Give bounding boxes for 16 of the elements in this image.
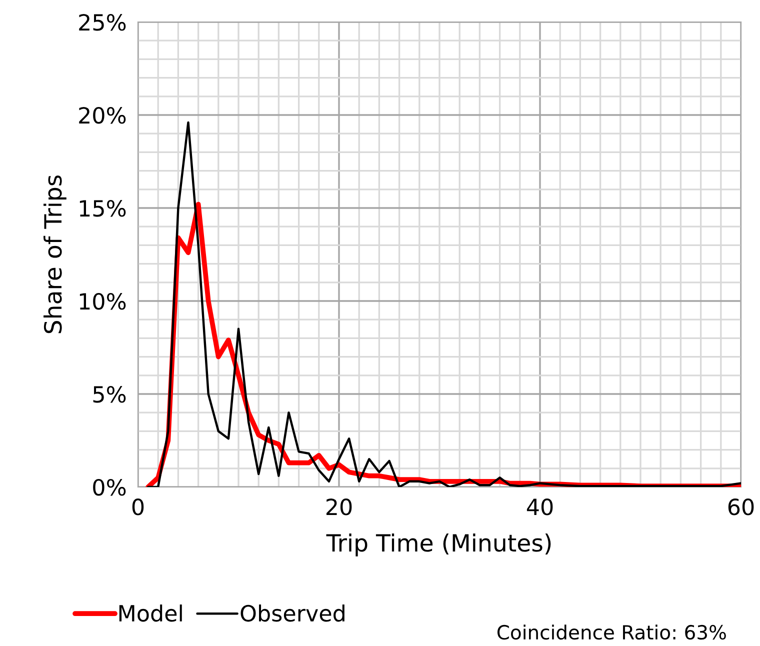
legend-label: Observed <box>240 604 344 622</box>
text: Coincidence Ratio: 63% <box>497 624 726 640</box>
x-tick-label: 40 <box>526 498 553 516</box>
y-tick-label: 0% <box>93 478 126 496</box>
x-tick-label: 60 <box>728 498 754 516</box>
x-tick-label: 20 <box>326 498 352 516</box>
x-axis-title: Trip Time (Minutes) <box>326 534 551 556</box>
y-tick-label: 10% <box>80 292 126 310</box>
y-axis-title: Share of Trips <box>44 175 66 334</box>
x-tick-label: 0 <box>132 498 144 516</box>
y-tick-label: 5% <box>93 386 126 403</box>
legend-label: Model <box>119 604 182 622</box>
y-tick-label: 15% <box>80 200 126 217</box>
y-tick-label: 25% <box>79 14 126 31</box>
y-tick-label: 20% <box>79 106 126 124</box>
line-series <box>146 121 741 487</box>
